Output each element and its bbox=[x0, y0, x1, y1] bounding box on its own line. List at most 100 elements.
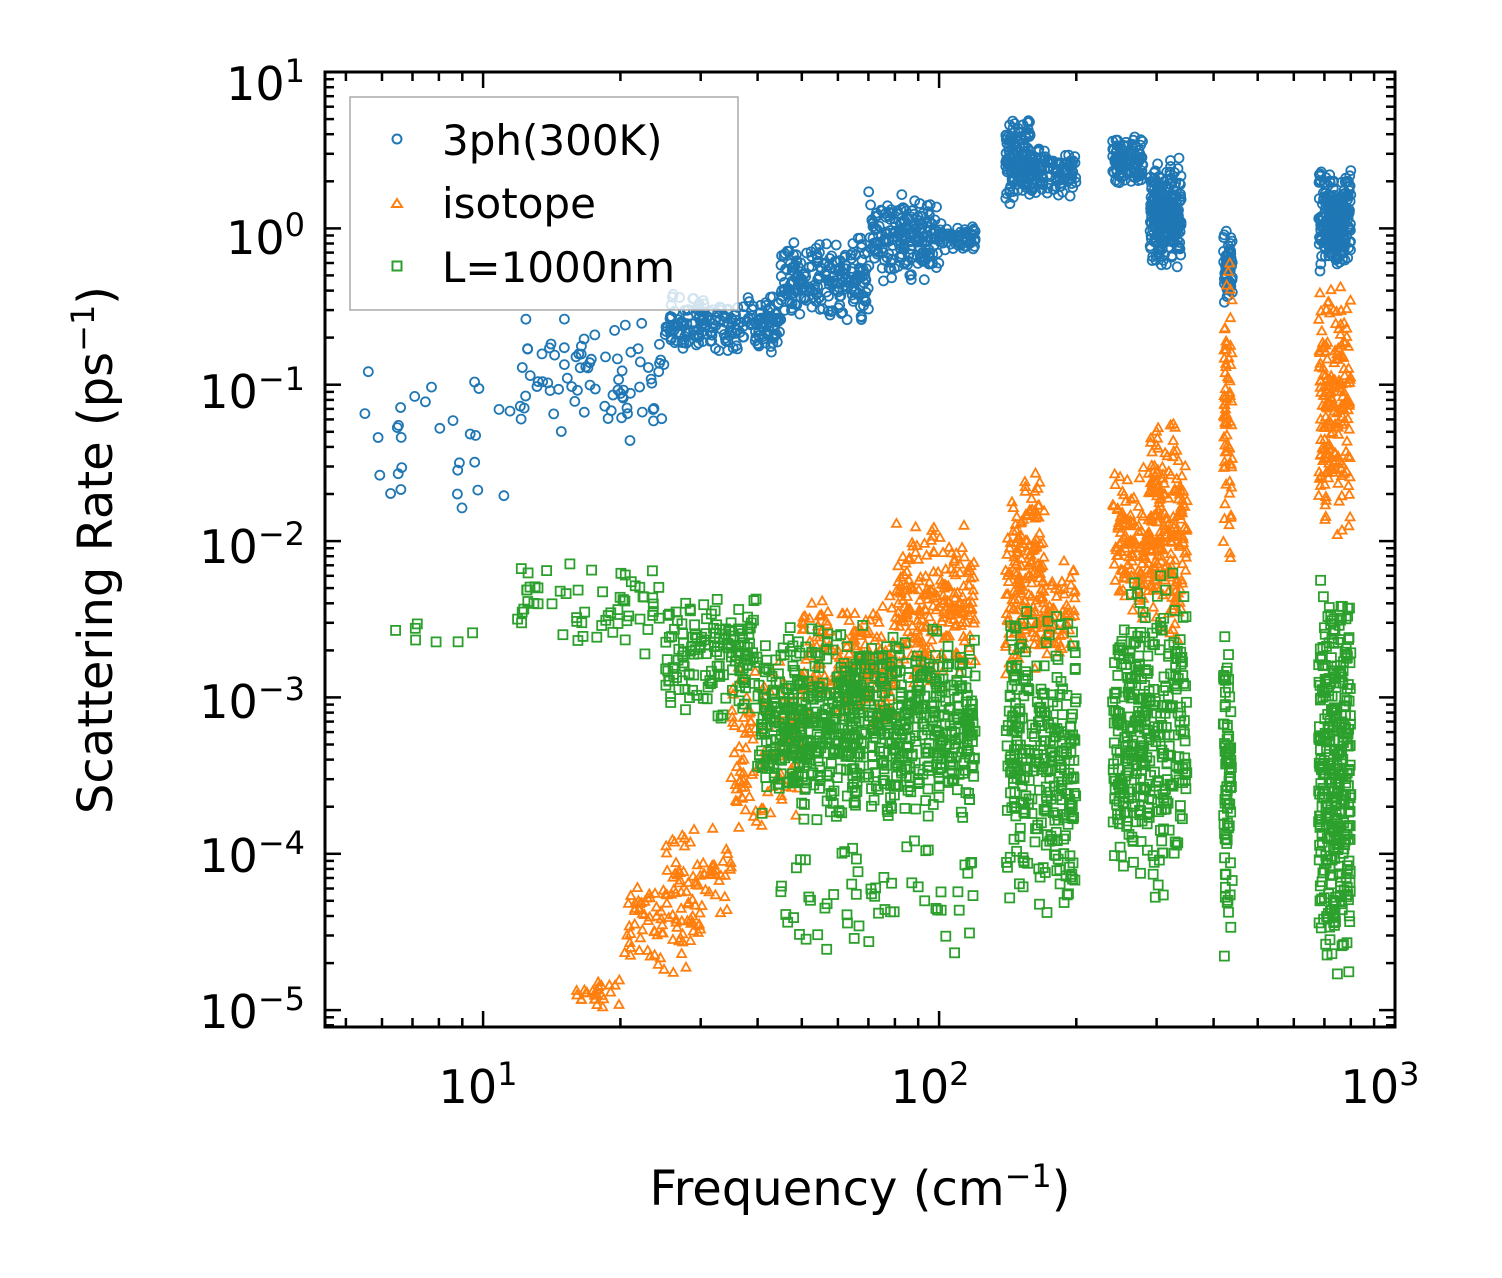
point-triangle bbox=[1173, 540, 1186, 551]
point-triangle bbox=[1025, 556, 1038, 568]
point-triangle bbox=[849, 639, 862, 651]
point-square bbox=[709, 637, 720, 648]
point-circle bbox=[453, 457, 465, 469]
point-square bbox=[1011, 772, 1023, 784]
point-square bbox=[1118, 860, 1129, 872]
point-square bbox=[826, 788, 837, 799]
point-triangle bbox=[1157, 543, 1170, 555]
point-triangle bbox=[1143, 529, 1156, 541]
point-square bbox=[906, 877, 918, 889]
point-triangle bbox=[697, 856, 710, 868]
point-square bbox=[761, 705, 772, 716]
point-triangle bbox=[1034, 560, 1047, 572]
point-triangle bbox=[1011, 542, 1024, 554]
point-triangle bbox=[1015, 552, 1028, 563]
point-circle bbox=[636, 317, 648, 329]
point-square bbox=[571, 616, 583, 627]
point-square bbox=[1056, 794, 1068, 806]
point-triangle bbox=[1012, 593, 1025, 604]
point-triangle bbox=[1118, 511, 1131, 523]
point-square bbox=[1055, 676, 1067, 687]
point-circle bbox=[522, 343, 533, 355]
point-circle bbox=[395, 402, 407, 413]
point-triangle bbox=[848, 607, 861, 618]
point-square bbox=[653, 582, 665, 593]
point-square bbox=[737, 631, 748, 643]
point-triangle bbox=[743, 790, 756, 801]
point-circle bbox=[923, 258, 935, 270]
point-square bbox=[634, 613, 646, 625]
point-square bbox=[866, 800, 877, 812]
point-circle bbox=[914, 218, 925, 230]
point-square bbox=[879, 775, 890, 787]
point-triangle bbox=[810, 630, 823, 642]
point-square bbox=[698, 634, 710, 646]
point-triangle bbox=[1315, 324, 1328, 336]
point-circle bbox=[844, 274, 856, 286]
point-square bbox=[911, 650, 923, 662]
point-circle bbox=[868, 243, 880, 255]
point-square bbox=[794, 929, 805, 940]
point-triangle bbox=[666, 933, 679, 944]
point-square bbox=[855, 653, 867, 665]
point-triangle bbox=[1333, 381, 1346, 393]
point-square bbox=[787, 660, 799, 672]
point-square bbox=[1149, 891, 1161, 903]
point-triangle bbox=[1000, 588, 1013, 599]
point-triangle bbox=[726, 710, 739, 722]
point-triangle bbox=[1343, 451, 1356, 463]
point-square bbox=[1023, 685, 1035, 697]
point-triangle bbox=[952, 597, 965, 608]
point-triangle bbox=[1064, 610, 1077, 621]
point-circle bbox=[1027, 177, 1039, 189]
point-triangle bbox=[678, 831, 691, 843]
point-square bbox=[850, 888, 862, 900]
point-square bbox=[1179, 752, 1191, 764]
point-triangle bbox=[1327, 303, 1340, 315]
point-circle bbox=[1166, 251, 1178, 263]
point-square bbox=[949, 947, 960, 959]
point-square bbox=[920, 795, 932, 806]
point-triangle bbox=[731, 795, 744, 806]
point-triangle bbox=[1046, 617, 1059, 629]
point-triangle bbox=[1170, 472, 1183, 484]
point-square bbox=[1004, 892, 1016, 904]
point-circle bbox=[1343, 175, 1354, 187]
point-triangle bbox=[1315, 470, 1328, 482]
point-triangle bbox=[1225, 346, 1238, 358]
point-triangle bbox=[915, 621, 928, 632]
point-square bbox=[805, 894, 816, 906]
point-square bbox=[811, 814, 823, 826]
point-square bbox=[943, 739, 955, 750]
point-circle bbox=[779, 283, 791, 295]
point-triangle bbox=[1174, 483, 1187, 495]
point-triangle bbox=[1008, 565, 1021, 577]
point-circle bbox=[1119, 140, 1131, 152]
point-circle bbox=[395, 431, 407, 443]
point-square bbox=[750, 593, 762, 605]
point-triangle bbox=[821, 605, 834, 617]
point-triangle bbox=[1150, 535, 1163, 546]
point-square bbox=[968, 770, 980, 782]
point-triangle bbox=[1012, 530, 1025, 542]
series-layer bbox=[359, 115, 1357, 1012]
point-triangle bbox=[687, 924, 700, 936]
point-triangle bbox=[1219, 366, 1232, 378]
point-square bbox=[869, 670, 881, 682]
point-triangle bbox=[798, 609, 811, 621]
point-triangle bbox=[821, 618, 834, 629]
point-circle bbox=[786, 298, 798, 310]
point-square bbox=[878, 872, 890, 883]
point-square bbox=[893, 643, 905, 655]
point-circle bbox=[1345, 165, 1357, 177]
point-triangle bbox=[1022, 558, 1035, 570]
point-triangle bbox=[1123, 517, 1136, 529]
point-triangle bbox=[1168, 530, 1181, 541]
point-square bbox=[894, 719, 906, 731]
point-square bbox=[902, 722, 914, 734]
point-square bbox=[967, 729, 978, 740]
point-square bbox=[554, 585, 566, 597]
point-square bbox=[919, 721, 930, 733]
point-square bbox=[733, 695, 745, 707]
point-triangle bbox=[634, 931, 647, 943]
